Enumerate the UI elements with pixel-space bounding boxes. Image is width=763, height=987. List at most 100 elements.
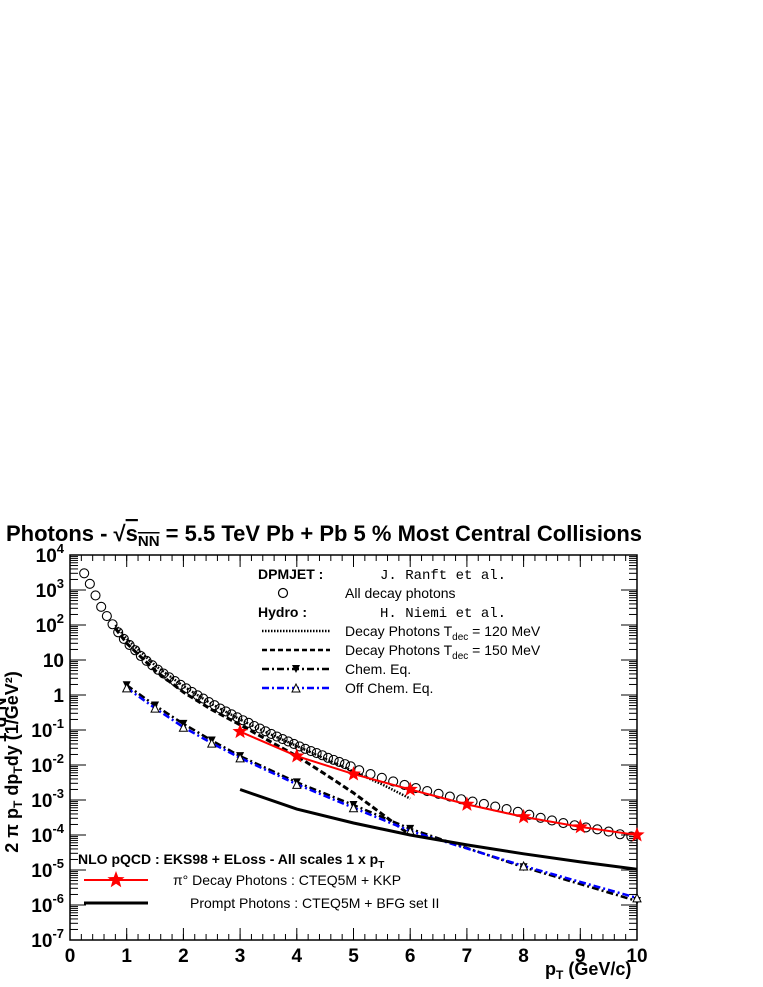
- all-decay-point: [288, 738, 300, 749]
- y-tick-label: 10-2: [31, 751, 64, 777]
- legend-prompt: Prompt Photons : CTEQ5M + BFG set II: [190, 895, 439, 911]
- all-decay-point: [294, 741, 305, 752]
- off-chem-eq-point: [348, 802, 359, 813]
- all-decay-point: [322, 752, 334, 763]
- legend-all-decay: All decay photons: [345, 585, 456, 601]
- pi0-point: [629, 827, 645, 842]
- all-decay-point: [84, 578, 95, 589]
- all-decay-point: [79, 568, 90, 579]
- legend: DPMJET : J. Ranft et al. All decay photo…: [78, 566, 541, 911]
- y-tick-label: 10-4: [31, 821, 64, 847]
- pi0-point: [459, 796, 475, 811]
- series-layer: [79, 568, 645, 906]
- y-tick-label: 10-5: [31, 856, 64, 882]
- off-chem-eq-point: [121, 682, 132, 693]
- x-tick-label: 8: [518, 946, 529, 967]
- all-decay-point: [107, 619, 118, 630]
- x-tick-label: 2: [178, 946, 189, 967]
- all-decay-point: [614, 829, 626, 840]
- legend-pi0-marker: [107, 871, 125, 888]
- all-decay-point: [260, 726, 271, 737]
- legend-pi0: π° Decay Photons : CTEQ5M + KKP: [173, 872, 401, 888]
- legend-dpmjet-ref: J. Ranft et al.: [380, 568, 506, 584]
- all-decay-point: [277, 734, 288, 745]
- y-tick-label: 102: [36, 611, 64, 637]
- series-0: [79, 568, 637, 842]
- svg-text:2 π pT dpTdy (1/GeV²): 2 π pT dpTdy (1/GeV²): [2, 671, 25, 853]
- pi0-point: [572, 818, 588, 834]
- pi0-point: [289, 748, 305, 763]
- x-tick-label: 3: [235, 946, 246, 967]
- all-decay-point: [249, 720, 260, 732]
- all-decay-point: [433, 788, 444, 799]
- pi0-point: [515, 808, 532, 824]
- off-chem-eq-point: [206, 738, 217, 748]
- legend-all-decay-marker: [277, 587, 289, 599]
- all-decay-point: [90, 590, 101, 601]
- svg-text:1 d²N: 1 d²N: [0, 698, 10, 743]
- all-decay-point: [328, 754, 339, 765]
- series-4: [121, 682, 642, 903]
- legend-nlo-header: NLO pQCD : EKS98 + ELoss - All scales 1 …: [78, 851, 384, 871]
- legend-dec120: Decay Photons Tdec = 120 MeV: [345, 623, 541, 643]
- pi0-point: [345, 766, 362, 781]
- legend-dpmjet-header: DPMJET :: [258, 566, 323, 582]
- all-decay-point: [198, 693, 209, 704]
- off-chem-eq-point: [291, 779, 302, 789]
- all-decay-point: [96, 601, 107, 612]
- legend-chem-marker: [292, 665, 300, 673]
- decay-150-line: [114, 627, 412, 837]
- x-tick-label: 10: [626, 946, 647, 967]
- pi0-point: [402, 781, 418, 796]
- all-decay-point: [283, 736, 294, 747]
- legend-hydro-header: Hydro :: [258, 604, 307, 620]
- legend-offchem-marker: [291, 682, 301, 693]
- axes: 0 1 2 3 4 5 6 7 8 9 10 10-7 10-6 10-5 10-4 10-3 10-2 10-1…: [31, 541, 647, 967]
- x-tick-label: 7: [462, 946, 473, 967]
- series-5: [232, 723, 645, 842]
- y-tick-label: 10: [43, 651, 64, 672]
- all-decay-point: [444, 791, 455, 802]
- off-chem-eq-point: [178, 722, 189, 732]
- legend-chem-eq: Chem. Eq.: [345, 661, 411, 677]
- y-axis-label: 2 π pT dpTdy (1/GeV²): [2, 671, 25, 853]
- all-decay-point: [181, 683, 192, 694]
- all-decay-point: [271, 731, 283, 742]
- off-chem-eq-point: [518, 860, 529, 871]
- all-decay-point: [101, 611, 112, 622]
- y-tick-label: 10-7: [31, 926, 64, 952]
- all-decay-point: [266, 728, 277, 740]
- series-6: [239, 788, 638, 871]
- x-tick-label: 1: [121, 946, 132, 967]
- x-tick-label: 6: [405, 946, 416, 967]
- all-decay-point: [334, 756, 345, 768]
- legend-off-chem-eq: Off Chem. Eq.: [345, 680, 433, 696]
- prompt-line: [239, 788, 638, 871]
- chart-title: Photons - √sNN = 5.5 TeV Pb + Pb 5 % Mos…: [6, 521, 642, 550]
- y-tick-label: 10-6: [31, 891, 64, 917]
- all-decay-point: [254, 723, 265, 734]
- off-chem-eq-point: [150, 703, 160, 713]
- y-tick-label: 104: [36, 541, 65, 567]
- pi0-point: [232, 723, 248, 739]
- y-axis-label-top: 1 d²N: [0, 698, 10, 743]
- off-chem-eq-line: [125, 686, 638, 900]
- off-chem-eq-point: [235, 752, 245, 763]
- y-tick-label: 10-3: [31, 786, 64, 812]
- legend-dec150: Decay Photons Tdec = 150 MeV: [345, 642, 541, 662]
- all-decay-point: [535, 812, 546, 823]
- all-decay-point: [422, 786, 433, 797]
- off-chem-eq-point: [632, 892, 642, 903]
- y-tick-label: 10-1: [31, 716, 64, 742]
- y-tick-label: 103: [36, 576, 64, 602]
- sqrt-sign: √: [114, 521, 127, 546]
- legend-hydro-ref: H. Niemi et al.: [380, 606, 506, 622]
- all-decay-point: [130, 645, 141, 656]
- all-decay-point: [220, 706, 231, 717]
- x-tick-label: 4: [292, 946, 303, 967]
- pi0-line: [239, 730, 638, 836]
- all-decay-point: [237, 715, 248, 726]
- x-axis-label: pT (GeV/c): [545, 959, 631, 982]
- y-tick-label: 1: [53, 686, 64, 707]
